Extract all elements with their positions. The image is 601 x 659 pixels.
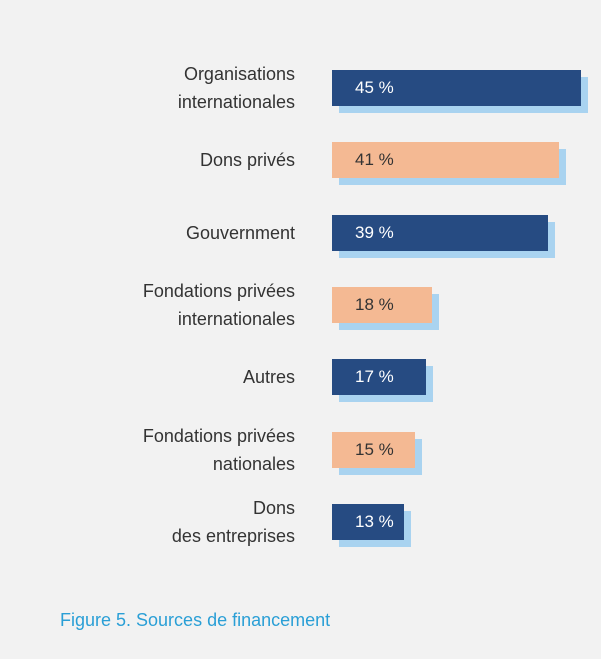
bar [332, 214, 548, 251]
bar [332, 142, 559, 179]
value-label: 41 % [355, 150, 394, 170]
category-label: Dons privés [199, 150, 295, 171]
chart-title: Figure 5. Sources de financement [60, 610, 331, 630]
value-label: 15 % [355, 439, 394, 459]
value-label: 39 % [355, 222, 394, 242]
bar [332, 359, 426, 396]
category-label: Autres [242, 367, 295, 388]
bar [332, 286, 432, 323]
value-label: 45 % [355, 78, 394, 97]
category-label: Fondations privées nationales [142, 425, 295, 474]
bar [332, 431, 415, 468]
category-label: Fondations privées internationales [142, 280, 295, 329]
value-label: 18 % [355, 294, 394, 314]
bar [332, 70, 581, 106]
category-label: Gouvernment [185, 222, 295, 243]
value-label: 13 % [355, 511, 394, 531]
value-label: 17 % [355, 367, 394, 387]
bar [332, 503, 404, 540]
category-label: Organisations internationales [177, 64, 295, 112]
category-label: Dons des entreprises [171, 497, 295, 546]
